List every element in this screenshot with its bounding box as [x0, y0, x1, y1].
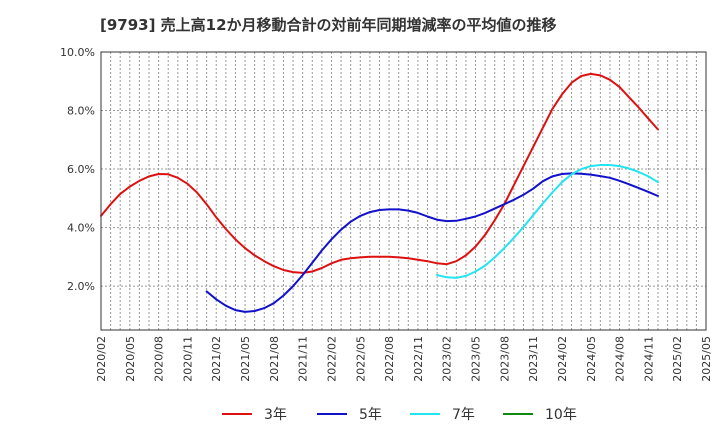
x-tick-label: 2023/02 [441, 336, 454, 382]
legend: 3年 5年 7年 10年 [222, 407, 577, 423]
x-tick-label: 2021/08 [268, 336, 281, 382]
x-tick-label: 2020/11 [181, 336, 194, 382]
x-tick-label: 2023/11 [527, 336, 540, 382]
x-tick-label: 2023/05 [470, 336, 483, 382]
x-tick-label: 2024/05 [585, 336, 598, 382]
x-tick-label: 2024/11 [642, 336, 655, 382]
legend-label: 10年 [545, 407, 577, 423]
x-tick-label: 2023/08 [498, 336, 511, 382]
x-tick-label: 2020/08 [153, 336, 166, 382]
y-axis-ticks: 2.0% 4.0% 6.0% 8.0% 10.0% [60, 46, 95, 293]
y-tick-label: 6.0% [67, 163, 95, 176]
y-tick-label: 10.0% [60, 46, 95, 59]
y-tick-label: 2.0% [67, 280, 95, 293]
legend-label: 5年 [359, 407, 382, 423]
legend-label: 7年 [452, 407, 475, 423]
chart-title: [9793] 売上高12か月移動合計の対前年同期増減率の平均値の推移 [100, 16, 557, 34]
series-line-3年 [100, 72, 659, 274]
series-line-5年 [205, 172, 659, 313]
y-tick-label: 4.0% [67, 222, 95, 235]
x-tick-label: 2022/08 [383, 336, 396, 382]
x-tick-label: 2024/02 [556, 336, 569, 382]
x-tick-label: 2022/05 [354, 336, 367, 382]
x-tick-label: 2021/11 [297, 336, 310, 382]
x-tick-label: 2024/08 [614, 336, 627, 382]
x-tick-label: 2021/05 [239, 336, 252, 382]
x-axis-ticks: 2020/02 2020/05 2020/08 2020/11 2021/02 2021/… [95, 336, 713, 382]
x-tick-label: 2025/05 [700, 336, 713, 382]
x-tick-label: 2020/02 [95, 336, 108, 382]
x-tick-label: 2025/02 [671, 336, 684, 382]
plot-area [101, 52, 706, 330]
y-tick-label: 8.0% [67, 105, 95, 118]
series-lines [100, 72, 659, 313]
plot-frame [100, 51, 707, 331]
legend-label: 3年 [264, 407, 287, 423]
x-tick-label: 2022/02 [325, 336, 338, 382]
x-tick-label: 2022/11 [412, 336, 425, 382]
x-tick-label: 2020/05 [124, 336, 137, 382]
x-tick-label: 2021/02 [210, 336, 223, 382]
series-line-7年 [436, 164, 659, 279]
